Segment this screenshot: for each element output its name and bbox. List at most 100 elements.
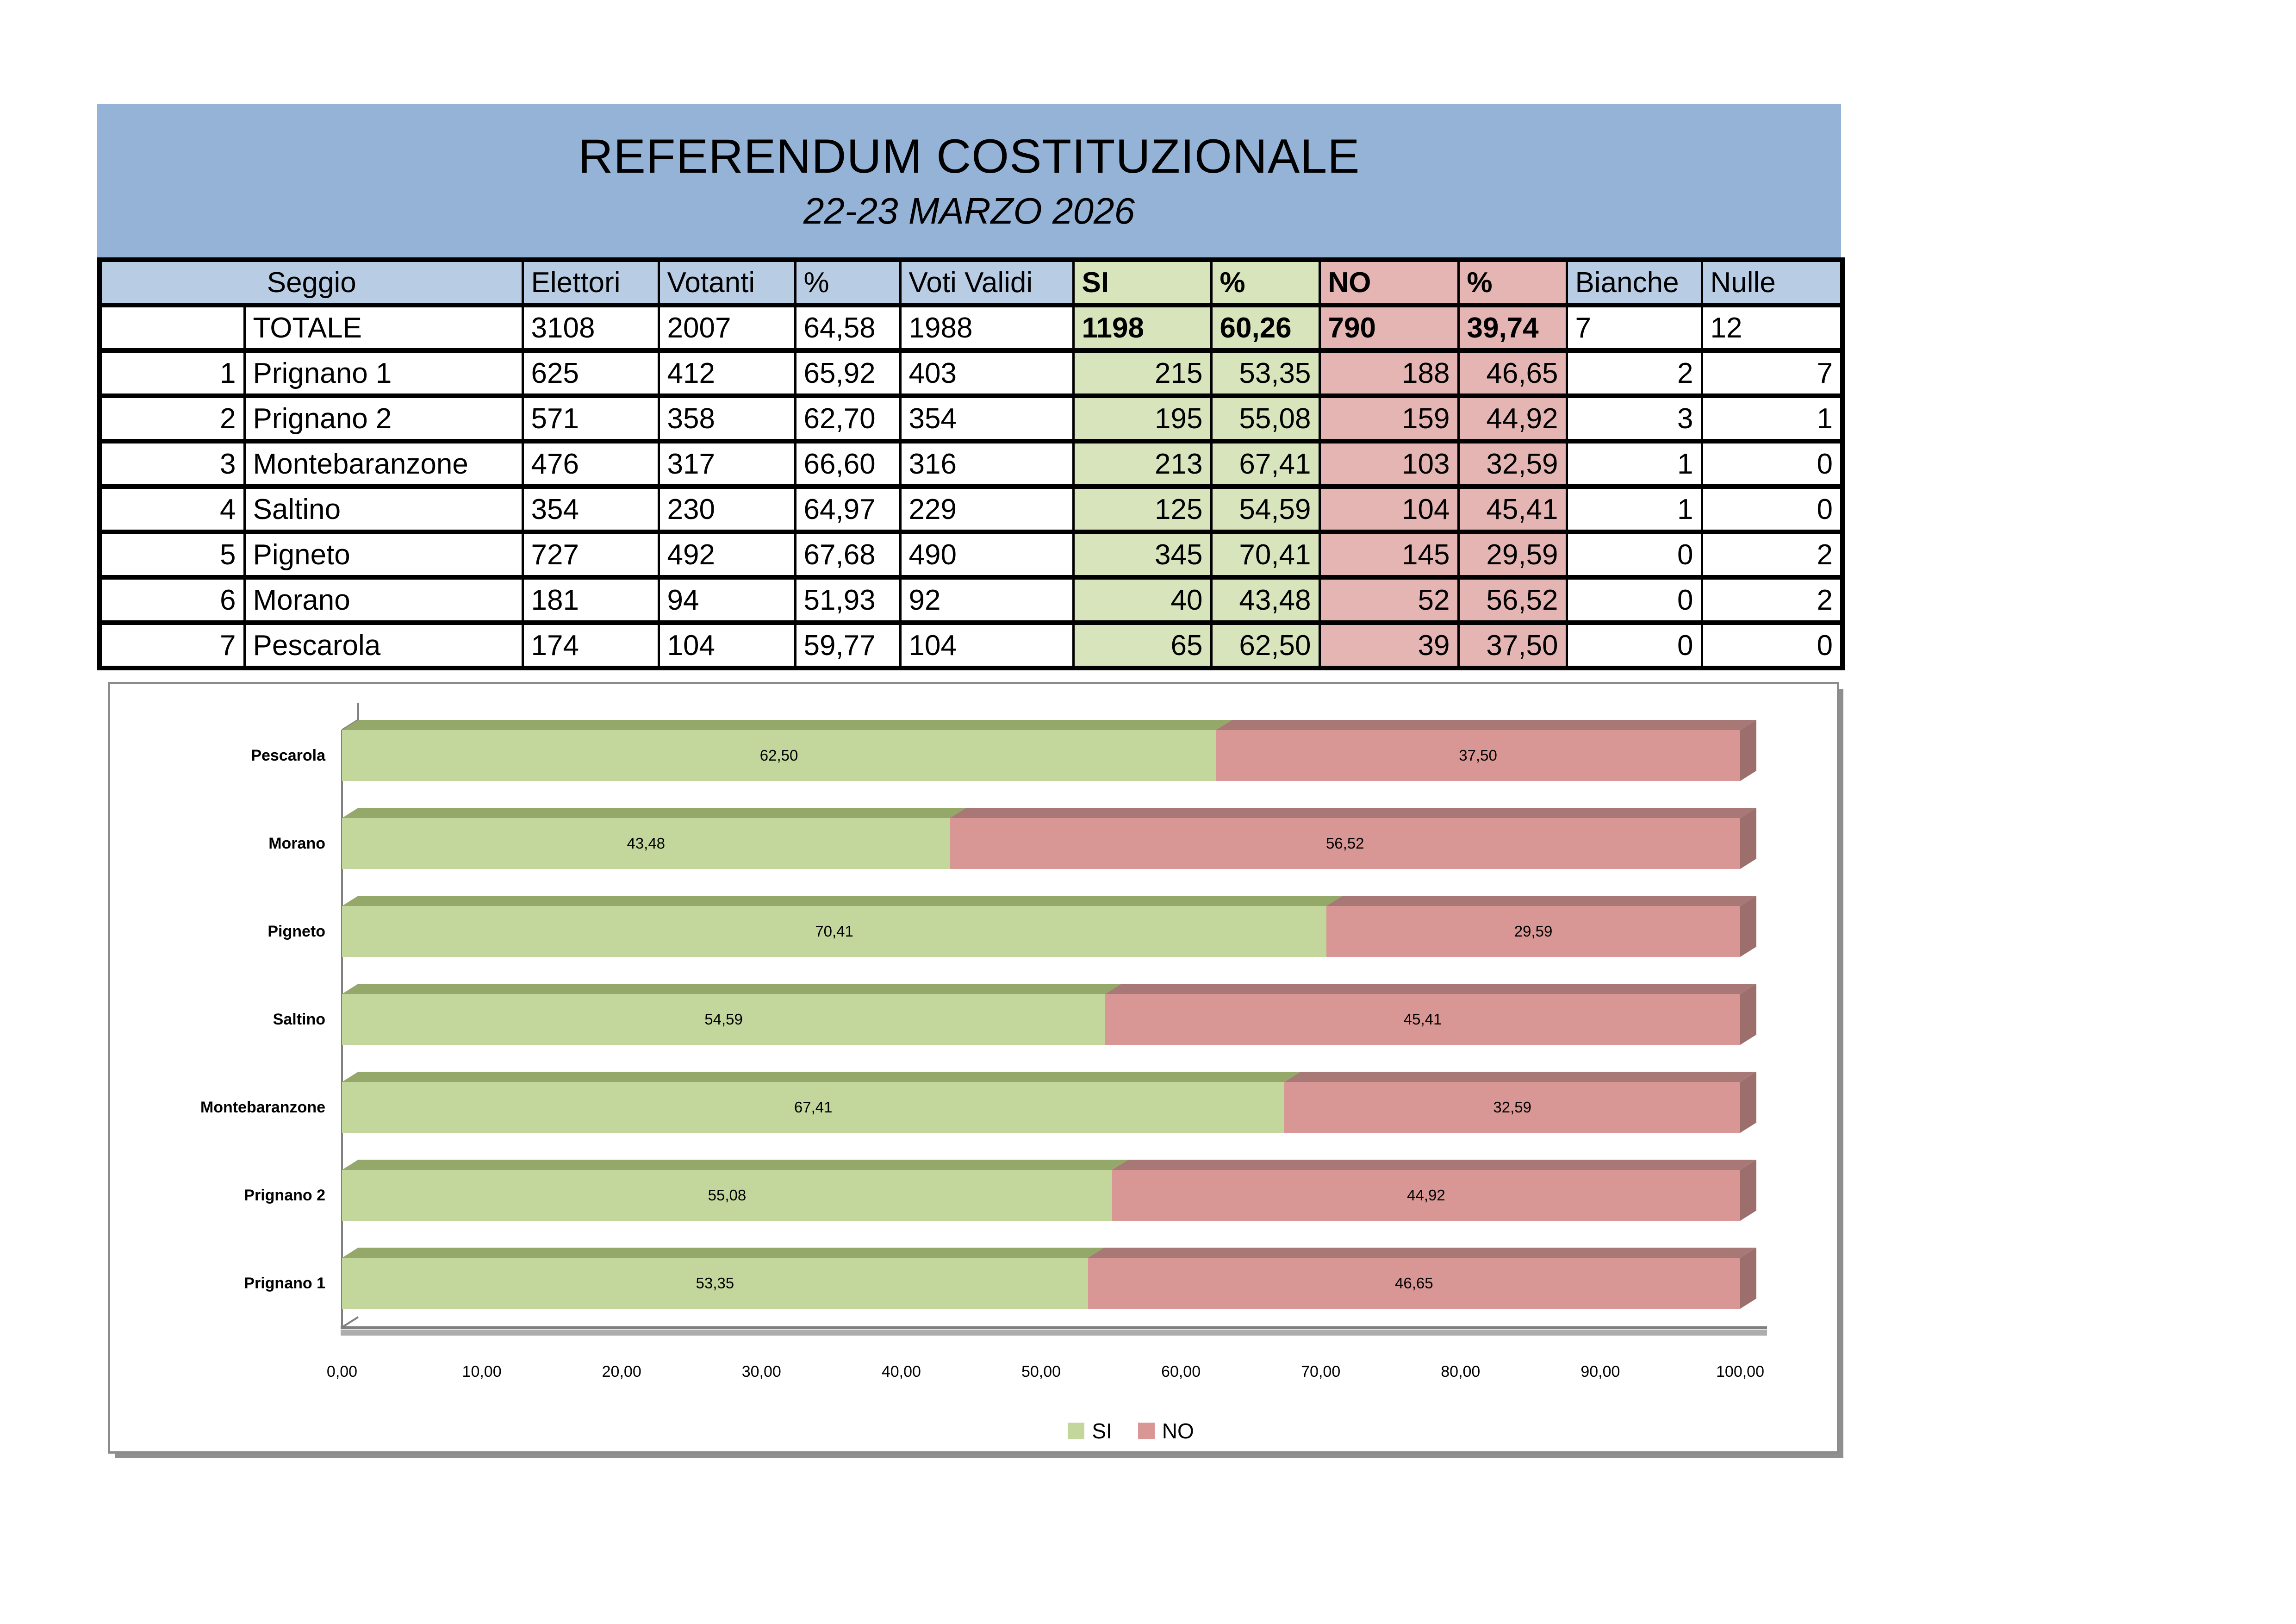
category-label: Prignano 1: [244, 1274, 325, 1292]
no-value-label: 37,50: [1459, 747, 1497, 764]
seggio-name: Saltino: [243, 484, 524, 534]
table-row: 5 Pigneto 727 492 67,68 490 345 70,41 145 29,59 0 2: [98, 530, 1844, 580]
category-label: Pescarola: [251, 747, 325, 764]
nulle: 0: [1700, 484, 1844, 534]
si-value-label: 67,41: [794, 1099, 833, 1116]
x-axis-tick-label: 10,00: [462, 1363, 502, 1380]
no-bar-top-face: [1284, 1072, 1756, 1082]
bianche: 0: [1565, 575, 1703, 625]
si: 125: [1072, 484, 1213, 534]
si-bar-segment: [342, 906, 1327, 957]
voti-validi: 490: [899, 530, 1075, 580]
seggio-name: Pescarola: [243, 620, 524, 670]
row-num: 7: [98, 620, 246, 670]
voti-validi: 354: [899, 394, 1075, 443]
voti-validi: 92: [899, 575, 1075, 625]
header-row: Seggio Elettori Votanti % Voti Validi SI…: [98, 257, 1844, 307]
referendum-chart: 62,50 37,50 Pescarola 43,48 56,52 Morano 70,41…: [108, 682, 1839, 1454]
row-num: 3: [98, 439, 246, 489]
table-row: 3 Montebaranzone 476 317 66,60 316 213 67,41 103…: [98, 439, 1844, 489]
voti-validi: 229: [899, 484, 1075, 534]
table-row: 2 Prignano 2 571 358 62,70 354 195 55,08 159 44,9…: [98, 394, 1844, 443]
voti-validi: 104: [899, 620, 1075, 670]
votanti: 412: [657, 348, 796, 398]
bianche: 3: [1565, 394, 1703, 443]
si-bar-top-face: [342, 720, 1232, 730]
elettori: 174: [521, 620, 660, 670]
x-axis-tick-label: 40,00: [881, 1363, 921, 1380]
col-header-nulle: Nulle: [1700, 257, 1844, 307]
category-label: Prignano 2: [244, 1187, 325, 1204]
no-bar-side-face: [1740, 1160, 1756, 1221]
no-bar-side-face: [1740, 720, 1756, 781]
si-bar-segment: [342, 1170, 1112, 1221]
si-bar-top-face: [342, 1160, 1128, 1170]
no-bar-top-face: [1105, 984, 1756, 994]
no: 39: [1318, 620, 1460, 670]
perc-votanti: 59,77: [794, 620, 902, 670]
votanti: 317: [657, 439, 796, 489]
si: 213: [1072, 439, 1213, 489]
no: 188: [1318, 348, 1460, 398]
col-header-seggio: Seggio: [98, 257, 524, 307]
col-header-elettori: Elettori: [521, 257, 660, 307]
no-bar-top-face: [1112, 1160, 1756, 1170]
si-bar-segment: [342, 994, 1106, 1045]
no-bar-segment: [1216, 730, 1740, 781]
no-bar-segment: [1112, 1170, 1740, 1221]
no-value-label: 44,92: [1407, 1187, 1445, 1204]
si: 195: [1072, 394, 1213, 443]
no-value-label: 29,59: [1514, 923, 1553, 940]
x-axis-tick-label: 0,00: [326, 1363, 358, 1380]
elettori: 727: [521, 530, 660, 580]
row-num: 2: [98, 394, 246, 443]
x-axis-tick-label: 70,00: [1301, 1363, 1341, 1380]
category-label: Montebaranzone: [200, 1099, 325, 1116]
si-perc: 62,50: [1210, 620, 1321, 670]
x-axis-tick-label: 50,00: [1021, 1363, 1061, 1380]
perc-votanti: 51,93: [794, 575, 902, 625]
perc-votanti: 65,92: [794, 348, 902, 398]
nulle: 7: [1700, 348, 1844, 398]
nulle: 0: [1700, 620, 1844, 670]
si-perc: 55,08: [1210, 394, 1321, 443]
votanti: 104: [657, 620, 796, 670]
si-bar-top-face: [342, 896, 1343, 906]
si-perc: 54,59: [1210, 484, 1321, 534]
x-axis-tick-label: 100,00: [1716, 1363, 1764, 1380]
si-perc: 43,48: [1210, 575, 1321, 625]
seggio-name: Prignano 1: [243, 348, 524, 398]
chart-plot: 62,50 37,50 Pescarola 43,48 56,52 Morano 70,41…: [110, 684, 1837, 1451]
no-perc: 45,41: [1457, 484, 1568, 534]
si-value-label: 43,48: [627, 835, 666, 852]
elettori: 476: [521, 439, 660, 489]
x-axis-tick-label: 80,00: [1441, 1363, 1481, 1380]
perc-votanti: 62,70: [794, 394, 902, 443]
no-perc: 44,92: [1457, 394, 1568, 443]
category-label: Morano: [268, 835, 325, 852]
row-num: 4: [98, 484, 246, 534]
results-table: Seggio Elettori Votanti % Voti Validi SI…: [97, 257, 1845, 670]
votanti: 492: [657, 530, 796, 580]
col-header-votanti: Votanti: [657, 257, 796, 307]
title-banner: REFERENDUM COSTITUZIONALE 22-23 MARZO 20…: [97, 104, 1841, 257]
nulle: 2: [1700, 530, 1844, 580]
table-row: 4 Saltino 354 230 64,97 229 125 54,59 104 45,41 1 0: [98, 484, 1844, 534]
no-bar-side-face: [1740, 1072, 1756, 1133]
votanti: 230: [657, 484, 796, 534]
no-bar-top-face: [1326, 896, 1756, 906]
report-title: REFERENDUM COSTITUZIONALE: [578, 129, 1360, 183]
row-num: 6: [98, 575, 246, 625]
no-bar-top-face: [1216, 720, 1756, 730]
votanti: 94: [657, 575, 796, 625]
col-header-si: SI: [1072, 257, 1213, 307]
x-axis-tick-label: 60,00: [1161, 1363, 1201, 1380]
si-value-label: 62,50: [759, 747, 798, 764]
bianche: 1: [1565, 439, 1703, 489]
no-bar-segment: [1105, 994, 1740, 1045]
total-voti-validi: 1988: [899, 303, 1075, 353]
no: 145: [1318, 530, 1460, 580]
total-row: TOTALE 3108 2007 64,58 1988 1198 60,26 790 39,74…: [98, 303, 1844, 353]
si-value-label: 54,59: [704, 1011, 743, 1028]
